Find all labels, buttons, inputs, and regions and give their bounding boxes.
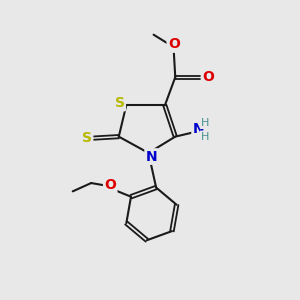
Text: H: H bbox=[201, 118, 209, 128]
Text: N: N bbox=[146, 149, 157, 164]
Text: H: H bbox=[201, 132, 209, 142]
Text: O: O bbox=[104, 178, 116, 192]
Text: N: N bbox=[193, 122, 204, 136]
Text: O: O bbox=[202, 70, 214, 84]
Text: S: S bbox=[82, 131, 92, 145]
Text: O: O bbox=[168, 38, 180, 52]
Text: S: S bbox=[115, 96, 125, 110]
